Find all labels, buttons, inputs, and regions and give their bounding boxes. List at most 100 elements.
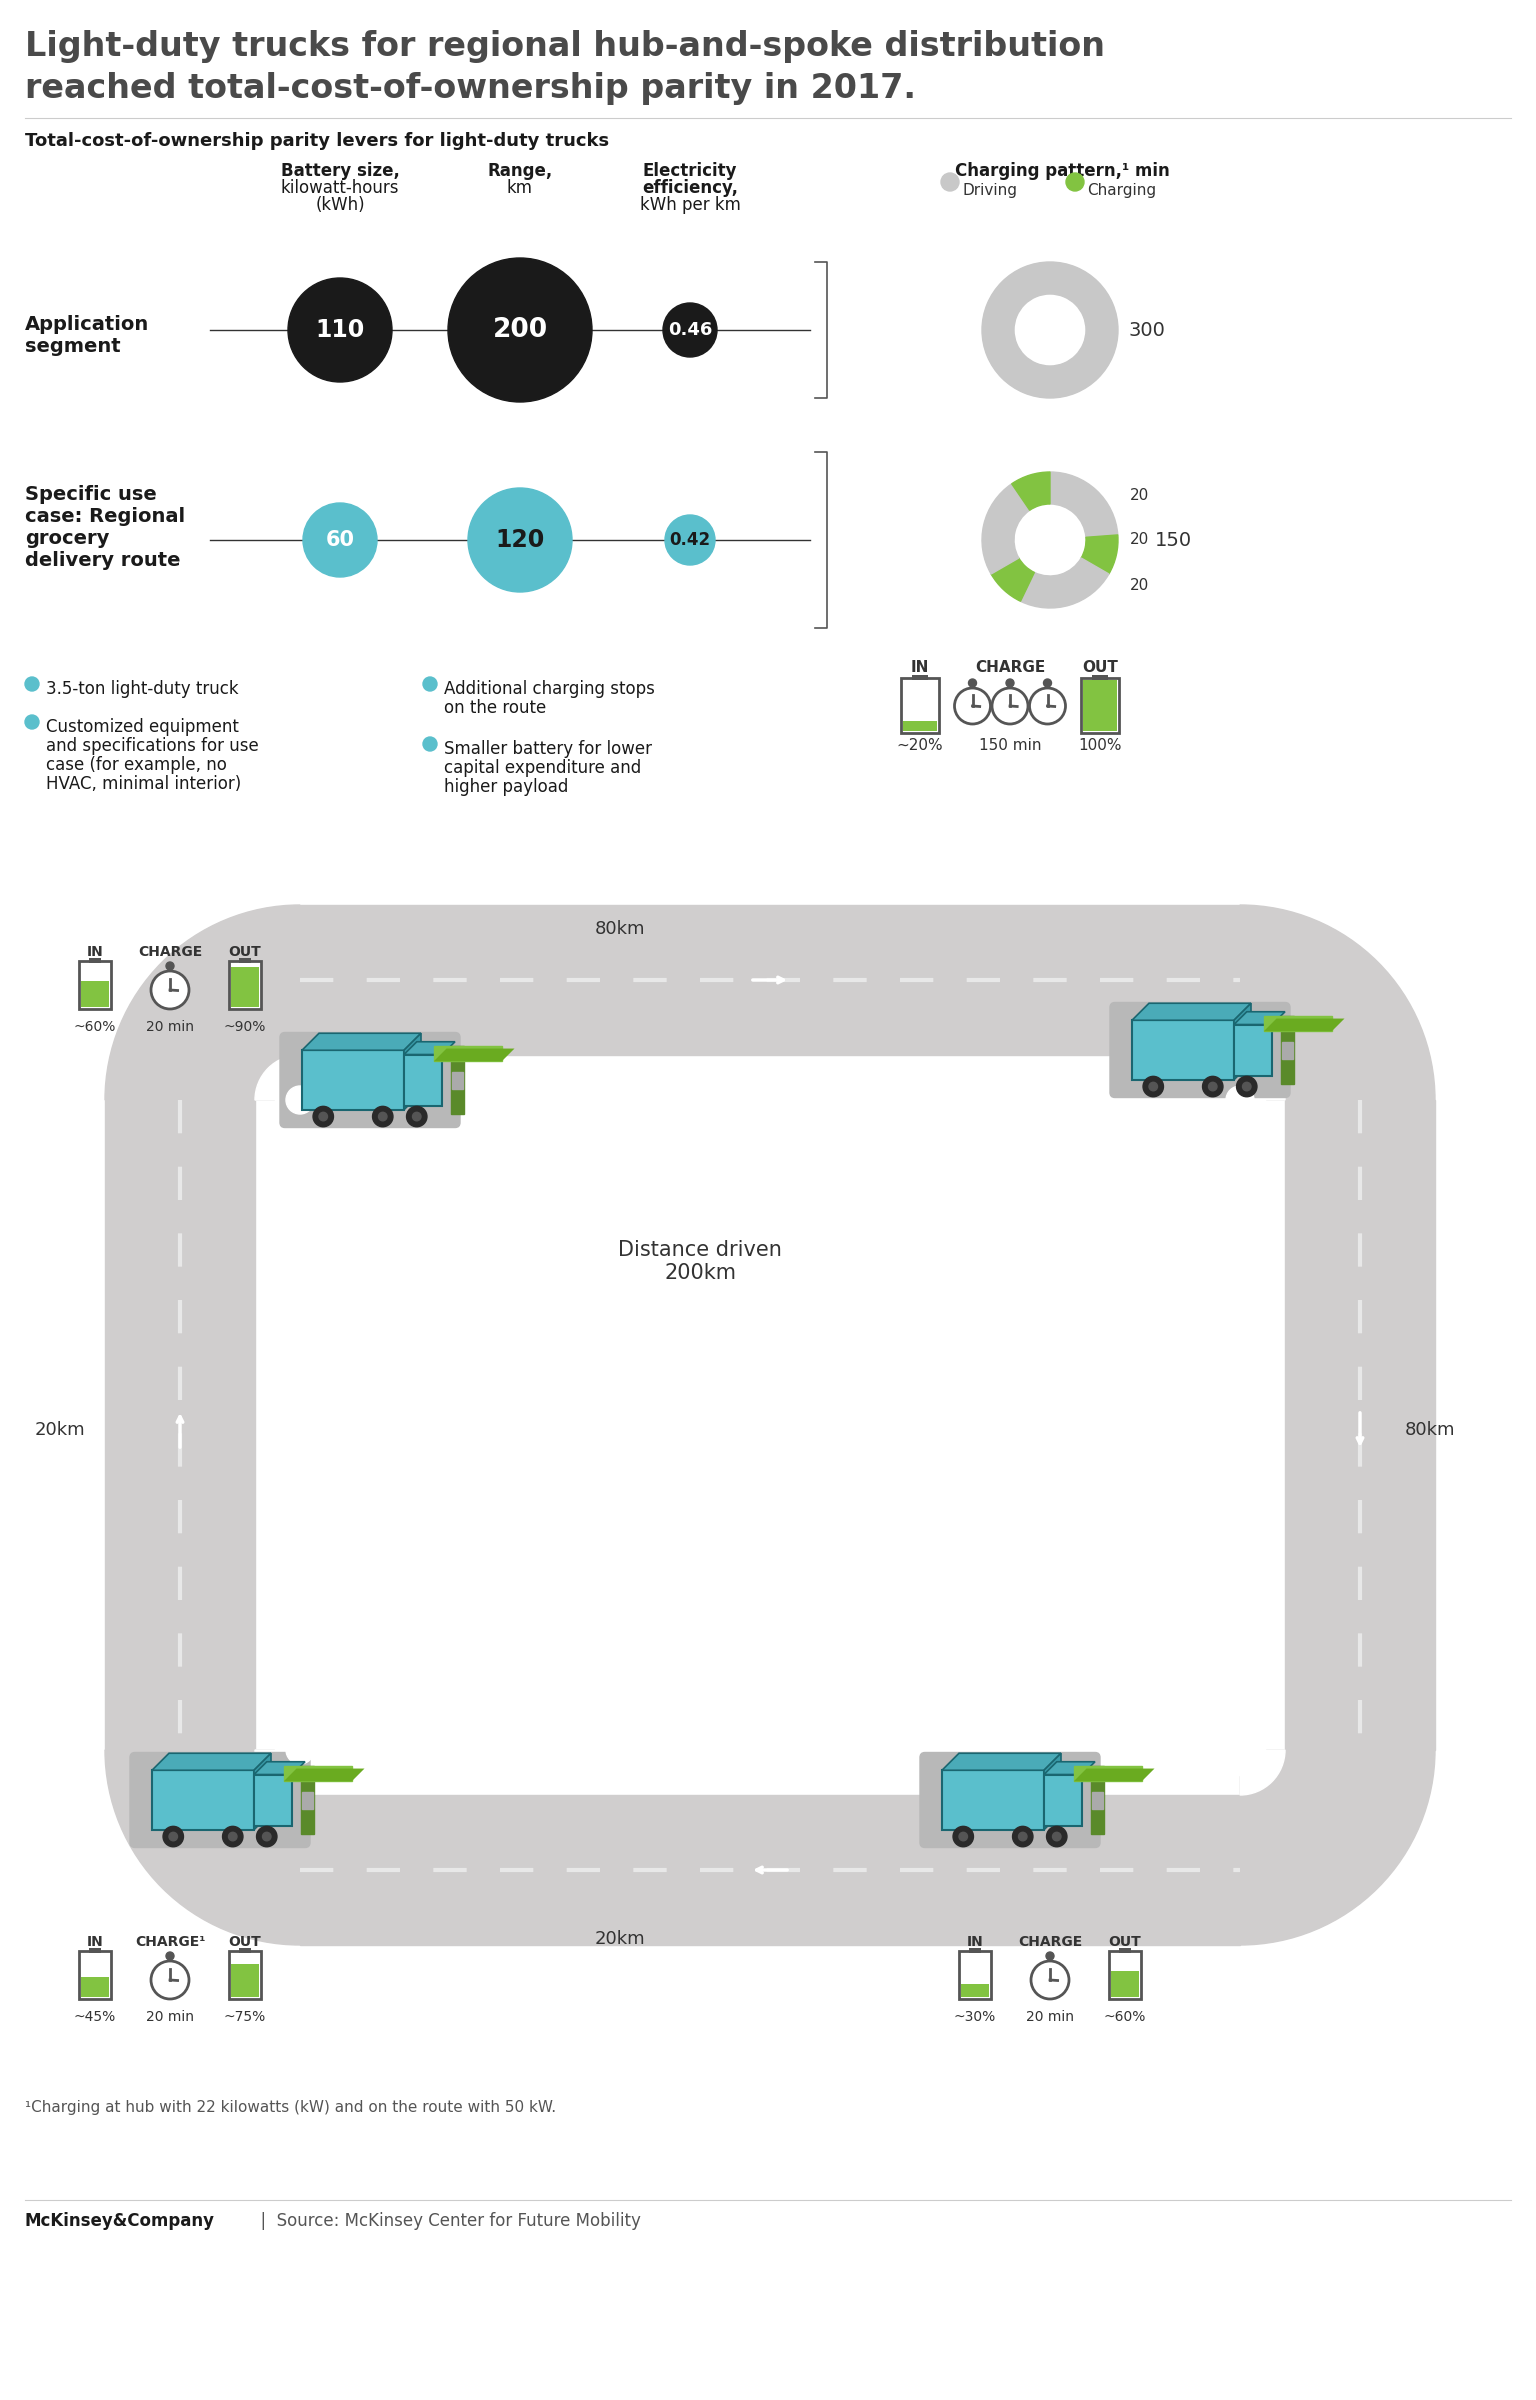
Circle shape: [1006, 679, 1014, 686]
Circle shape: [422, 677, 438, 691]
Text: 150 min: 150 min: [978, 739, 1041, 754]
Circle shape: [1066, 173, 1084, 192]
Bar: [275, 1075, 1266, 1776]
Circle shape: [263, 1831, 270, 1841]
Bar: [303, 1790, 313, 1810]
Wedge shape: [1240, 905, 1435, 1099]
Bar: [1083, 679, 1117, 732]
Text: 120: 120: [496, 528, 545, 552]
Circle shape: [407, 1106, 427, 1126]
Bar: [238, 1949, 252, 1954]
Text: 60: 60: [326, 530, 355, 550]
Bar: [229, 960, 261, 1008]
Text: McKinsey&Company: McKinsey&Company: [25, 2213, 215, 2230]
Bar: [230, 1963, 260, 1997]
Text: OUT: OUT: [229, 1934, 261, 1949]
Text: OUT: OUT: [1081, 660, 1118, 674]
Text: CHARGE: CHARGE: [138, 946, 203, 960]
Text: Customized equipment: Customized equipment: [46, 718, 240, 737]
Wedge shape: [1081, 535, 1118, 574]
Text: 20 min: 20 min: [146, 2011, 194, 2023]
Text: ~20%: ~20%: [897, 739, 943, 754]
Circle shape: [169, 1831, 178, 1841]
Text: 150: 150: [1155, 530, 1192, 550]
Wedge shape: [1240, 1750, 1286, 1795]
Text: ~60%: ~60%: [74, 1020, 117, 1034]
Text: kWh per km: kWh per km: [639, 197, 740, 214]
Text: IN: IN: [86, 1934, 103, 1949]
Bar: [1286, 1099, 1435, 1750]
Circle shape: [229, 1831, 237, 1841]
Circle shape: [25, 677, 38, 691]
Text: 20: 20: [1130, 578, 1149, 593]
Bar: [1109, 1951, 1141, 1999]
Circle shape: [665, 516, 714, 564]
Polygon shape: [1264, 1018, 1344, 1032]
Circle shape: [373, 1106, 393, 1126]
Circle shape: [954, 689, 991, 725]
Circle shape: [166, 962, 174, 970]
Text: 20 min: 20 min: [146, 1020, 194, 1034]
Text: Distance driven
200km: Distance driven 200km: [617, 1241, 782, 1284]
Circle shape: [1043, 679, 1052, 686]
Text: Charging: Charging: [1087, 182, 1157, 199]
Circle shape: [313, 1106, 333, 1126]
Circle shape: [1226, 1735, 1253, 1764]
Bar: [1111, 1970, 1140, 1997]
Circle shape: [1236, 1075, 1256, 1097]
Bar: [238, 958, 252, 962]
Bar: [433, 1046, 502, 1061]
Bar: [301, 1766, 313, 1834]
Text: 20 min: 20 min: [1026, 2011, 1074, 2023]
Text: capital expenditure and: capital expenditure and: [444, 758, 641, 778]
Polygon shape: [152, 1754, 270, 1771]
Wedge shape: [1012, 473, 1051, 511]
Text: Range,: Range,: [487, 161, 553, 180]
Wedge shape: [1020, 557, 1109, 607]
Polygon shape: [284, 1769, 364, 1781]
Circle shape: [449, 257, 591, 401]
Text: 200: 200: [493, 317, 547, 343]
Polygon shape: [433, 1049, 515, 1061]
Bar: [1091, 1766, 1103, 1834]
Polygon shape: [404, 1034, 421, 1109]
Circle shape: [166, 1951, 174, 1961]
Bar: [1118, 1949, 1132, 1954]
Text: kilowatt-hours: kilowatt-hours: [281, 180, 399, 197]
Circle shape: [1149, 1082, 1158, 1090]
Bar: [229, 1951, 261, 1999]
Text: ~30%: ~30%: [954, 2011, 997, 2023]
Text: 20km: 20km: [594, 1930, 645, 1949]
Text: 80km: 80km: [1405, 1421, 1455, 1440]
Text: CHARGE¹: CHARGE¹: [135, 1934, 206, 1949]
Wedge shape: [1240, 1750, 1435, 1944]
Polygon shape: [1074, 1769, 1155, 1781]
Circle shape: [1031, 1961, 1069, 1999]
Text: HVAC, minimal interior): HVAC, minimal interior): [46, 775, 241, 792]
Text: efficiency,: efficiency,: [642, 180, 737, 197]
Text: Driving: Driving: [962, 182, 1017, 199]
Bar: [1264, 1015, 1332, 1032]
Bar: [89, 958, 101, 962]
Bar: [1092, 674, 1107, 679]
Bar: [903, 720, 937, 732]
Circle shape: [151, 1961, 189, 1999]
Bar: [1233, 1025, 1272, 1075]
FancyBboxPatch shape: [131, 1752, 310, 1848]
Text: Charging pattern,¹ min: Charging pattern,¹ min: [955, 161, 1170, 180]
Wedge shape: [982, 262, 1118, 398]
Circle shape: [151, 972, 189, 1008]
Polygon shape: [942, 1754, 1061, 1771]
Text: CHARGE: CHARGE: [1018, 1934, 1083, 1949]
Text: 3.5-ton light-duty truck: 3.5-ton light-duty truck: [46, 679, 238, 698]
Circle shape: [1203, 1075, 1223, 1097]
Bar: [1283, 1042, 1293, 1058]
Polygon shape: [253, 1754, 270, 1829]
Bar: [78, 1951, 111, 1999]
Polygon shape: [404, 1042, 455, 1054]
Bar: [1081, 677, 1120, 732]
Polygon shape: [303, 1034, 421, 1051]
Wedge shape: [1240, 1056, 1286, 1099]
Text: and specifications for use: and specifications for use: [46, 737, 258, 756]
Text: ~90%: ~90%: [224, 1020, 266, 1034]
